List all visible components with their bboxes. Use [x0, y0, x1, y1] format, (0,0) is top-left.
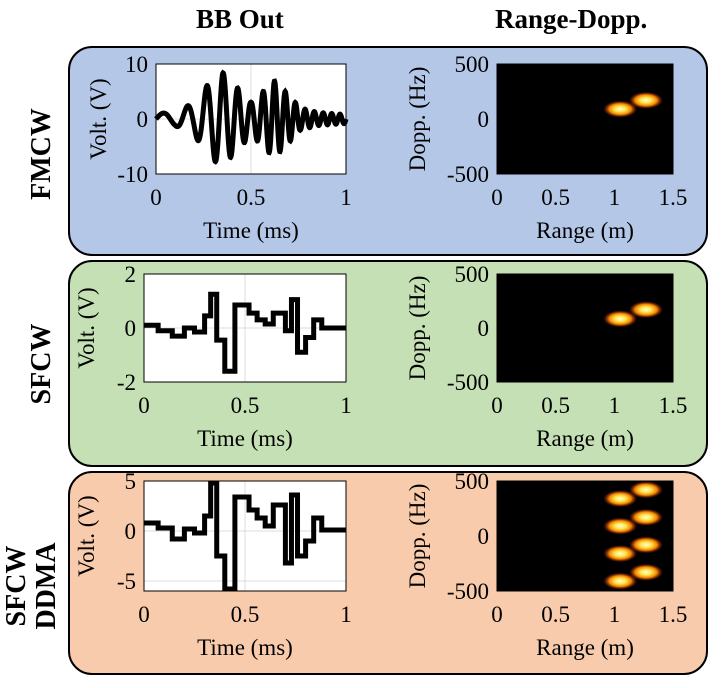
ddma-rd-ytick-label: 0 [478, 524, 490, 549]
ddma-rd-xlabel: Range (m) [536, 635, 634, 660]
ddma-rd-peak-1 [629, 481, 664, 499]
ddma-rd-xtick-label: 1 [609, 602, 621, 627]
ddma-bb-ytick-label: 5 [125, 469, 137, 494]
ddma-bb-axes-frame [143, 480, 347, 592]
sfcw-rd-ytick-label: 0 [478, 316, 490, 341]
fmcw-rd-ytick-label: -500 [447, 162, 489, 187]
fmcw-bb-axes-frame [155, 63, 347, 175]
fmcw-bb-ytick-label: -10 [117, 162, 148, 187]
fmcw-rd-xtick-label: 1.5 [659, 185, 688, 210]
fmcw-rd-ytick-label: 500 [455, 52, 490, 77]
sfcw-bb-ytick-label: 2 [125, 262, 137, 287]
ddma-bb-xtick-label: 1 [340, 602, 352, 627]
sfcw-rd-xtick-label: 0.5 [541, 393, 570, 418]
ddma-bb-waveform [144, 480, 346, 592]
fmcw-bb-ytick-label: 0 [137, 107, 149, 132]
sfcw-rd-xtick-label: 0 [491, 393, 503, 418]
ddma-rd-ytick-label: -500 [447, 579, 489, 604]
column-header-bb-out: BB Out [196, 4, 284, 34]
sfcw-bb-xtick-label: 1 [340, 393, 352, 418]
sfcw-rd-heatmap [496, 273, 674, 383]
fmcw-rd-peak-2 [629, 91, 664, 109]
fmcw-rd-xtick-label: 0 [491, 185, 503, 210]
fmcw-rd-ylabel: Dopp. (Hz) [405, 67, 430, 172]
ddma-bb-ytick-label: 0 [125, 519, 137, 544]
sfcw-rd-xtick-label: 1 [609, 393, 621, 418]
fmcw-rd-heatmap [496, 63, 674, 175]
fmcw-rd-ytick-label: 0 [478, 107, 490, 132]
fmcw-bb-xtick-label: 1 [340, 185, 352, 210]
sfcw-bb-waveform [144, 291, 346, 374]
ddma-rd-peak-4 [603, 517, 638, 535]
fmcw-rd-xlabel: Range (m) [536, 218, 634, 243]
ddma-bb-xtick-label: 0 [138, 602, 150, 627]
ddma-rd-peak-7 [629, 563, 664, 581]
sfcw-rd-xtick-label: 1.5 [659, 393, 688, 418]
sfcw-bb-ylabel: Volt. (V) [74, 287, 99, 368]
fmcw-bb-ytick-label: 10 [125, 52, 148, 77]
column-header-range-doppler: Range-Dopp. [495, 4, 648, 34]
ddma-rd-peak-2 [603, 490, 638, 508]
sfcw-bb-xtick-label: 0.5 [231, 393, 260, 418]
sfcw-rd-xlabel: Range (m) [536, 426, 634, 451]
ddma-rd-xtick-label: 0.5 [541, 602, 570, 627]
fmcw-rd-xtick-label: 1 [609, 185, 621, 210]
ddma-bb-xtick-label: 0.5 [231, 602, 260, 627]
ddma-rd-ylabel: Dopp. (Hz) [405, 484, 430, 589]
fmcw-rd-xtick-label: 0.5 [541, 185, 570, 210]
fmcw-rd-peak-1 [603, 100, 638, 118]
ddma-bb-xlabel: Time (ms) [197, 635, 293, 660]
sfcw-rd-ytick-label: -500 [447, 370, 489, 395]
ddma-rd-xtick-label: 0 [491, 602, 503, 627]
ddma-rd-peak-6 [603, 545, 638, 563]
sfcw-rd-ylabel: Dopp. (Hz) [405, 276, 430, 381]
sfcw-bb-xlabel: Time (ms) [197, 426, 293, 451]
sfcw-rd-peak-1 [603, 310, 638, 328]
ddma-rd-ytick-label: 500 [455, 469, 490, 494]
ddma-rd-xtick-label: 1.5 [659, 602, 688, 627]
sfcw-rd-ytick-label: 500 [455, 262, 490, 287]
fmcw-bb-ylabel: Volt. (V) [86, 78, 111, 159]
sfcw-bb-ytick-label: -2 [117, 370, 136, 395]
sfcw-bb-axes-frame [143, 273, 347, 383]
ddma-bb-ylabel: Volt. (V) [74, 495, 99, 576]
fmcw-bb-xtick-label: 0 [150, 185, 162, 210]
ddma-bb-ytick-label: -5 [117, 569, 136, 594]
sfcw-bb-ytick-label: 0 [125, 316, 137, 341]
fmcw-bb-waveform [154, 69, 349, 165]
ddma-rd-peak-8 [603, 572, 638, 590]
fmcw-bb-xtick-label: 0.5 [237, 185, 266, 210]
ddma-rd-peak-5 [629, 536, 664, 554]
sfcw-rd-peak-2 [629, 301, 664, 319]
sfcw-bb-xtick-label: 0 [138, 393, 150, 418]
ddma-rd-peak-3 [629, 508, 664, 526]
fmcw-bb-xlabel: Time (ms) [203, 218, 299, 243]
